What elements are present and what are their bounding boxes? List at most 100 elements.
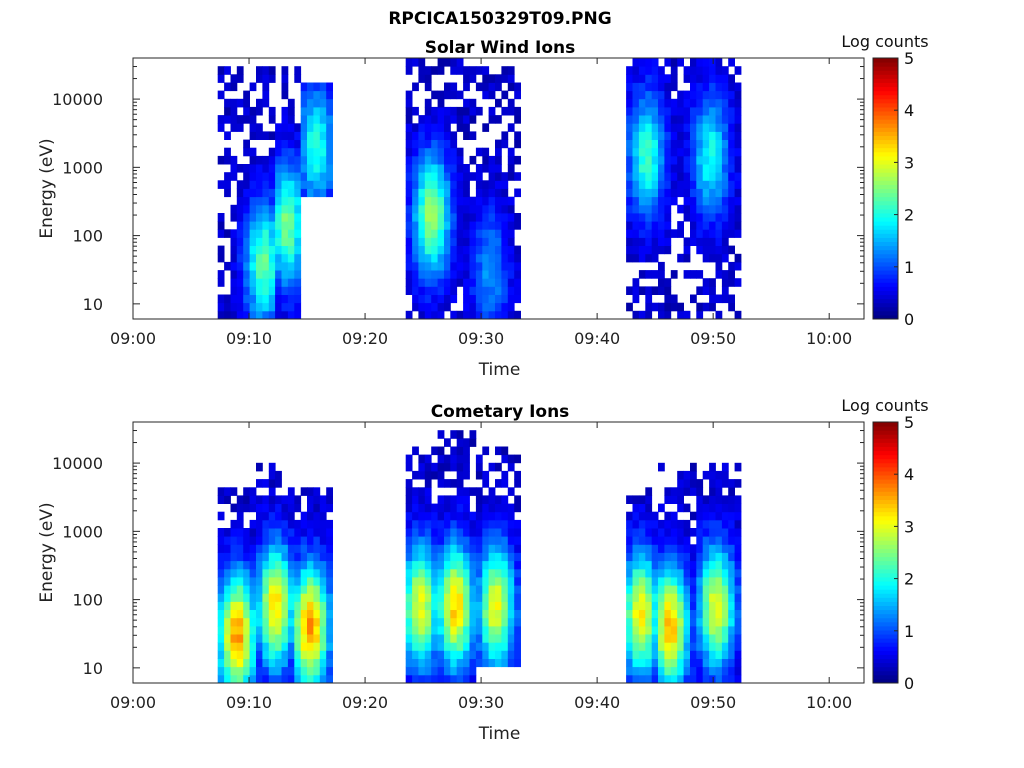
spectrogram-cell [638, 560, 646, 570]
spectrogram-cell [444, 577, 451, 586]
spectrogram-cell [249, 164, 257, 173]
spectrogram-cell [437, 625, 445, 635]
spectrogram-cell [715, 229, 723, 238]
spectrogram-cell [658, 155, 665, 165]
spectrogram-cell [444, 131, 451, 140]
spectrogram-cell [307, 642, 314, 651]
spectrogram-cell [482, 229, 490, 238]
spectrogram-cell [450, 221, 458, 230]
spectrogram-cell [495, 204, 502, 214]
spectrogram-cell [721, 172, 729, 181]
spectrogram-cell [307, 511, 314, 521]
spectrogram-cell [424, 213, 432, 222]
spectrogram-cell [256, 593, 263, 602]
spectrogram-cell [501, 172, 509, 181]
colorbar-swatch [873, 528, 898, 533]
spectrogram-cell [431, 172, 438, 181]
spectrogram-cell [249, 666, 257, 676]
spectrogram-cell [645, 139, 653, 149]
spectrogram-cell [632, 66, 640, 75]
spectrogram-cell [495, 98, 502, 108]
spectrogram-cell [728, 650, 735, 659]
spectrogram-cell [677, 585, 684, 594]
spectrogram-cell [482, 155, 490, 165]
spectrogram-cell [275, 286, 282, 295]
spectrogram-cell [651, 674, 659, 684]
spectrogram-cell [418, 625, 426, 635]
spectrogram-cell [412, 674, 419, 684]
spectrogram-cell [638, 90, 646, 100]
spectrogram-cell [702, 617, 710, 627]
colorbar-swatch [873, 217, 898, 222]
spectrogram-cell [626, 164, 633, 173]
spectrogram-cell [658, 229, 665, 238]
spectrogram-cell [275, 601, 282, 610]
spectrogram-cell [696, 601, 704, 610]
spectrogram-cell [294, 544, 302, 553]
spectrogram-cell [626, 528, 633, 537]
spectrogram-cell [728, 519, 735, 529]
spectrogram-cell [702, 560, 710, 570]
colorbar-swatch [873, 261, 898, 267]
spectrogram-cell [230, 658, 238, 668]
spectrogram-cell [632, 213, 640, 222]
spectrogram-cell [632, 253, 640, 263]
spectrogram-cell [224, 674, 231, 684]
colorbar-swatch [873, 298, 898, 304]
spectrogram-cell [294, 196, 302, 206]
spectrogram-cell [651, 164, 659, 173]
spectrogram-cell [249, 180, 257, 189]
spectrogram-cell [626, 642, 633, 651]
spectrogram-cell [319, 666, 327, 676]
spectrogram-cell [696, 115, 704, 124]
spectrogram-cell [664, 180, 672, 189]
spectrogram-cell [690, 593, 697, 602]
spectrogram-cell [632, 593, 640, 602]
spectrogram-cell [300, 674, 308, 684]
spectrogram-cell [444, 155, 451, 165]
spectrogram-cell [683, 519, 691, 529]
spectrogram-cell [431, 196, 438, 206]
spectrogram-cell [632, 172, 640, 181]
spectrogram-cell [690, 155, 697, 165]
spectrogram-cell [664, 495, 672, 504]
spectrogram-cell [319, 98, 327, 108]
spectrogram-cell [262, 74, 270, 83]
spectrogram-cell [709, 479, 716, 488]
spectrogram-cell [256, 577, 263, 586]
spectrogram-cell [677, 253, 684, 263]
spectrogram-cell [645, 302, 653, 312]
spectrogram-cell [450, 270, 458, 279]
colorbar-swatch [873, 270, 898, 275]
spectrogram-cell [431, 462, 438, 472]
spectrogram-cell [683, 204, 691, 214]
spectrogram-cell [651, 82, 659, 92]
spectrogram-cell [709, 286, 716, 295]
spectrogram-cell [275, 237, 282, 246]
spectrogram-cell [696, 302, 704, 312]
spectrogram-cell [626, 237, 633, 246]
spectrogram-cell [313, 180, 321, 189]
spectrogram-cell [236, 625, 244, 635]
spectrogram-cell [256, 253, 263, 263]
spectrogram-cell [645, 172, 653, 181]
spectrogram-cell [501, 294, 509, 304]
spectrogram-cell [268, 164, 276, 173]
spectrogram-cell [424, 229, 432, 238]
spectrogram-cell [230, 204, 238, 214]
spectrogram-cell [721, 123, 729, 132]
colorbar-tick-label: 1 [904, 258, 914, 277]
spectrogram-cell [709, 172, 716, 181]
spectrogram-cell [664, 666, 672, 676]
spectrogram-cell [702, 106, 710, 116]
spectrogram-cell [488, 164, 496, 173]
spectrogram-cell [463, 115, 470, 124]
spectrogram-cell [677, 560, 684, 570]
spectrogram-cell [450, 454, 458, 464]
spectrogram-cell [418, 544, 426, 553]
spectrogram-cell [418, 213, 426, 222]
spectrogram-cell [651, 601, 659, 610]
spectrogram-cell [677, 115, 684, 124]
spectrogram-cell [690, 560, 697, 570]
